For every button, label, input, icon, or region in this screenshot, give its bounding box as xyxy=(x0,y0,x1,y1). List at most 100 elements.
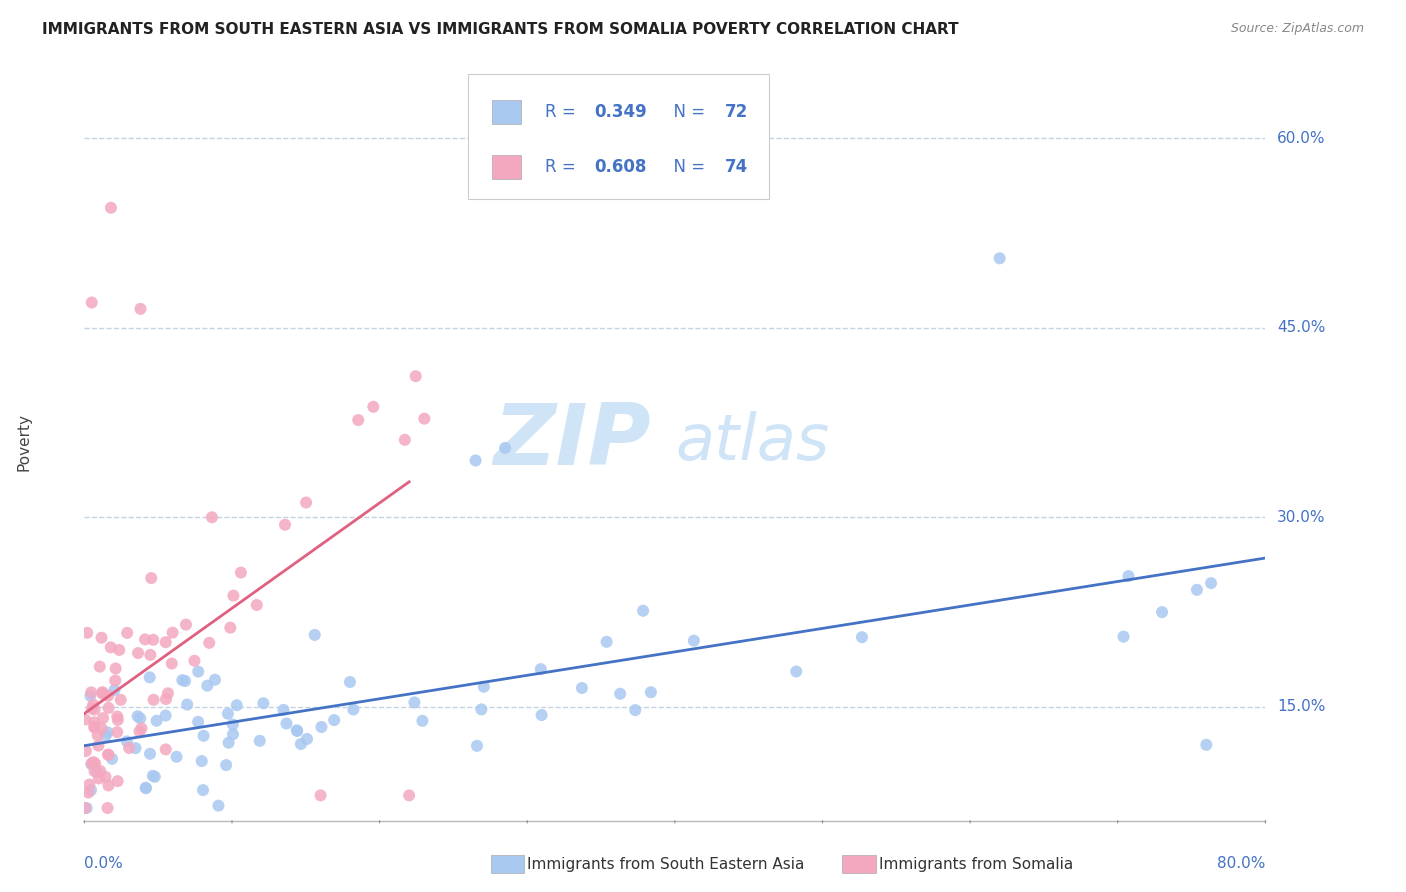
Point xyxy=(404,695,426,709)
Text: 45.0%: 45.0% xyxy=(1277,320,1326,335)
Point xyxy=(155,708,177,723)
Text: Source: ZipAtlas.com: Source: ZipAtlas.com xyxy=(1230,22,1364,36)
Point xyxy=(156,686,179,700)
Text: 60.0%: 60.0% xyxy=(1277,131,1326,145)
Text: 30.0%: 30.0% xyxy=(1277,510,1326,524)
Point xyxy=(595,635,617,649)
Text: 15.0%: 15.0% xyxy=(1277,699,1326,714)
Point xyxy=(174,673,197,688)
Point xyxy=(405,369,427,384)
Point xyxy=(295,731,318,746)
Point xyxy=(115,734,138,748)
Point xyxy=(339,675,361,690)
Point xyxy=(304,628,326,642)
Point xyxy=(176,698,198,712)
Point xyxy=(100,201,122,215)
Point xyxy=(166,749,188,764)
Point xyxy=(276,716,298,731)
Point xyxy=(198,636,221,650)
Point xyxy=(139,670,162,684)
Point xyxy=(470,702,492,716)
Point xyxy=(465,739,488,753)
Point xyxy=(141,571,163,585)
Text: Immigrants from South Eastern Asia: Immigrants from South Eastern Asia xyxy=(527,857,804,871)
Point xyxy=(311,720,333,734)
Point xyxy=(83,755,105,769)
Point xyxy=(172,673,194,688)
Point xyxy=(82,698,104,712)
Point xyxy=(75,744,97,758)
Point xyxy=(162,625,184,640)
Point xyxy=(134,632,156,647)
Point xyxy=(76,625,98,640)
Text: N =: N = xyxy=(664,103,710,121)
Point xyxy=(131,722,153,736)
Point xyxy=(127,646,149,660)
Point xyxy=(217,706,239,721)
Point xyxy=(988,252,1011,266)
Point xyxy=(107,774,129,789)
Point xyxy=(363,400,385,414)
Point xyxy=(77,786,100,800)
Point xyxy=(75,713,97,727)
Point xyxy=(104,673,127,688)
Point xyxy=(80,701,103,715)
Point xyxy=(1199,576,1222,591)
Point xyxy=(90,631,112,645)
Point xyxy=(97,801,120,815)
Point xyxy=(174,617,197,632)
Point xyxy=(86,728,108,742)
Point xyxy=(201,510,224,524)
Text: R =: R = xyxy=(546,103,581,121)
Point xyxy=(225,698,247,713)
Point xyxy=(80,295,103,310)
Point xyxy=(187,714,209,729)
Point xyxy=(97,689,120,703)
Point xyxy=(191,783,214,797)
Point xyxy=(143,770,166,784)
Text: Poverty: Poverty xyxy=(17,412,31,471)
Point xyxy=(207,798,229,813)
Point xyxy=(97,701,120,715)
Point xyxy=(94,729,117,743)
Point xyxy=(91,687,114,701)
Point xyxy=(118,741,141,756)
Point xyxy=(110,693,132,707)
Point xyxy=(80,783,103,797)
Point xyxy=(97,779,120,793)
Point xyxy=(394,433,416,447)
Point xyxy=(252,696,274,710)
Point xyxy=(190,754,212,768)
Point xyxy=(87,739,110,753)
Point xyxy=(139,747,162,761)
Point xyxy=(249,734,271,748)
Text: Immigrants from Somalia: Immigrants from Somalia xyxy=(879,857,1073,871)
Point xyxy=(79,689,101,703)
Text: 80.0%: 80.0% xyxy=(1218,856,1265,871)
Point xyxy=(142,632,165,647)
Text: 0.608: 0.608 xyxy=(595,158,647,176)
Point xyxy=(75,801,97,815)
Point xyxy=(160,657,183,671)
Point xyxy=(107,713,129,727)
Point xyxy=(83,715,105,730)
Point xyxy=(91,685,114,699)
Point xyxy=(97,747,120,762)
Point xyxy=(274,517,297,532)
Text: 74: 74 xyxy=(724,158,748,176)
Point xyxy=(494,441,516,455)
Point xyxy=(80,756,103,771)
Point xyxy=(129,301,152,316)
FancyBboxPatch shape xyxy=(492,100,522,124)
Point xyxy=(342,702,364,716)
Point xyxy=(285,723,308,738)
Point xyxy=(155,692,177,706)
Point xyxy=(183,654,205,668)
FancyBboxPatch shape xyxy=(492,155,522,179)
Text: R =: R = xyxy=(546,158,581,176)
Point xyxy=(135,780,157,795)
Point xyxy=(83,720,105,734)
Point xyxy=(246,598,269,612)
Point xyxy=(91,711,114,725)
Point xyxy=(104,661,127,675)
